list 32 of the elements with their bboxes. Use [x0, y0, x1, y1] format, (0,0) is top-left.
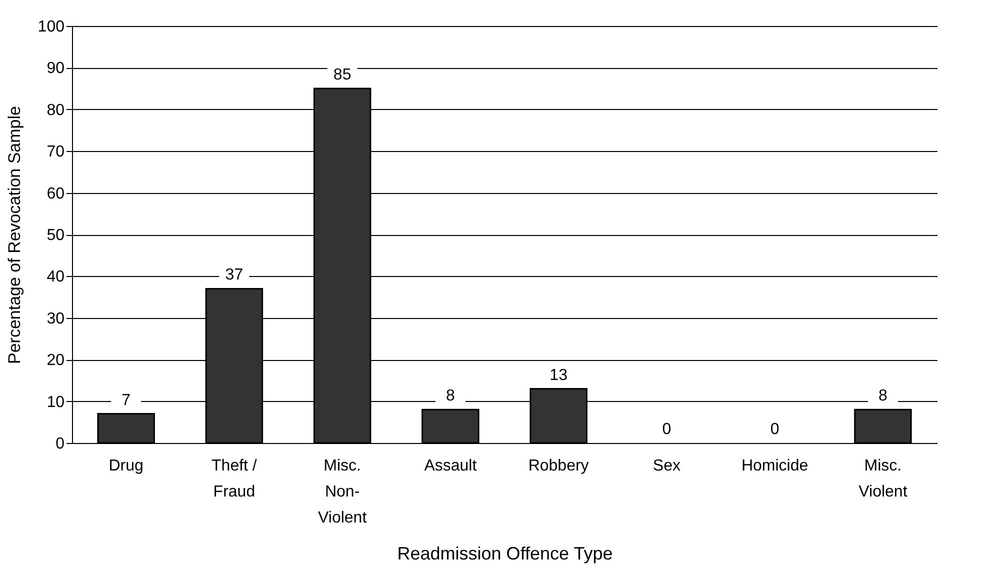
- y-tick-label: 100: [38, 18, 65, 36]
- x-tick-label: Misc. Violent: [858, 458, 908, 500]
- y-tick-label: 90: [46, 60, 65, 78]
- data-label: 0: [770, 421, 780, 438]
- y-tick-label: 10: [46, 394, 65, 411]
- x-tick-label: Sex: [652, 458, 680, 474]
- data-label: 8: [446, 388, 455, 405]
- data-label: 7: [122, 392, 131, 409]
- bar: [854, 408, 912, 444]
- x-axis-title: Readmission Offence Type: [397, 544, 613, 564]
- data-label: 85: [333, 66, 352, 84]
- bar: [422, 408, 480, 444]
- data-label: 13: [550, 366, 568, 384]
- data-label: 8: [878, 388, 888, 405]
- x-tick-label: Robbery: [528, 458, 589, 474]
- x-tick-label: Homicide: [741, 458, 808, 474]
- x-tick-label: Theft / Fraud: [212, 458, 258, 500]
- y-tick-label: 80: [46, 102, 65, 119]
- x-tick-label: Misc. Non-Violent: [318, 458, 368, 526]
- data-label: 0: [662, 421, 672, 438]
- y-tick-label: 50: [46, 227, 65, 244]
- y-tick-label: 30: [46, 310, 65, 328]
- y-tick-label: 60: [46, 185, 65, 202]
- y-tick-label: 40: [46, 268, 65, 286]
- bar: [97, 413, 155, 444]
- data-label: 37: [225, 266, 244, 284]
- y-tick-label: 20: [46, 352, 65, 370]
- y-tick-label: 70: [46, 144, 65, 161]
- y-axis-title: Percentage of Revocation Sample: [4, 106, 24, 364]
- x-tick-label: Drug: [108, 458, 144, 474]
- y-tick-label: 0: [56, 436, 65, 452]
- x-tick-label: Assault: [424, 458, 478, 474]
